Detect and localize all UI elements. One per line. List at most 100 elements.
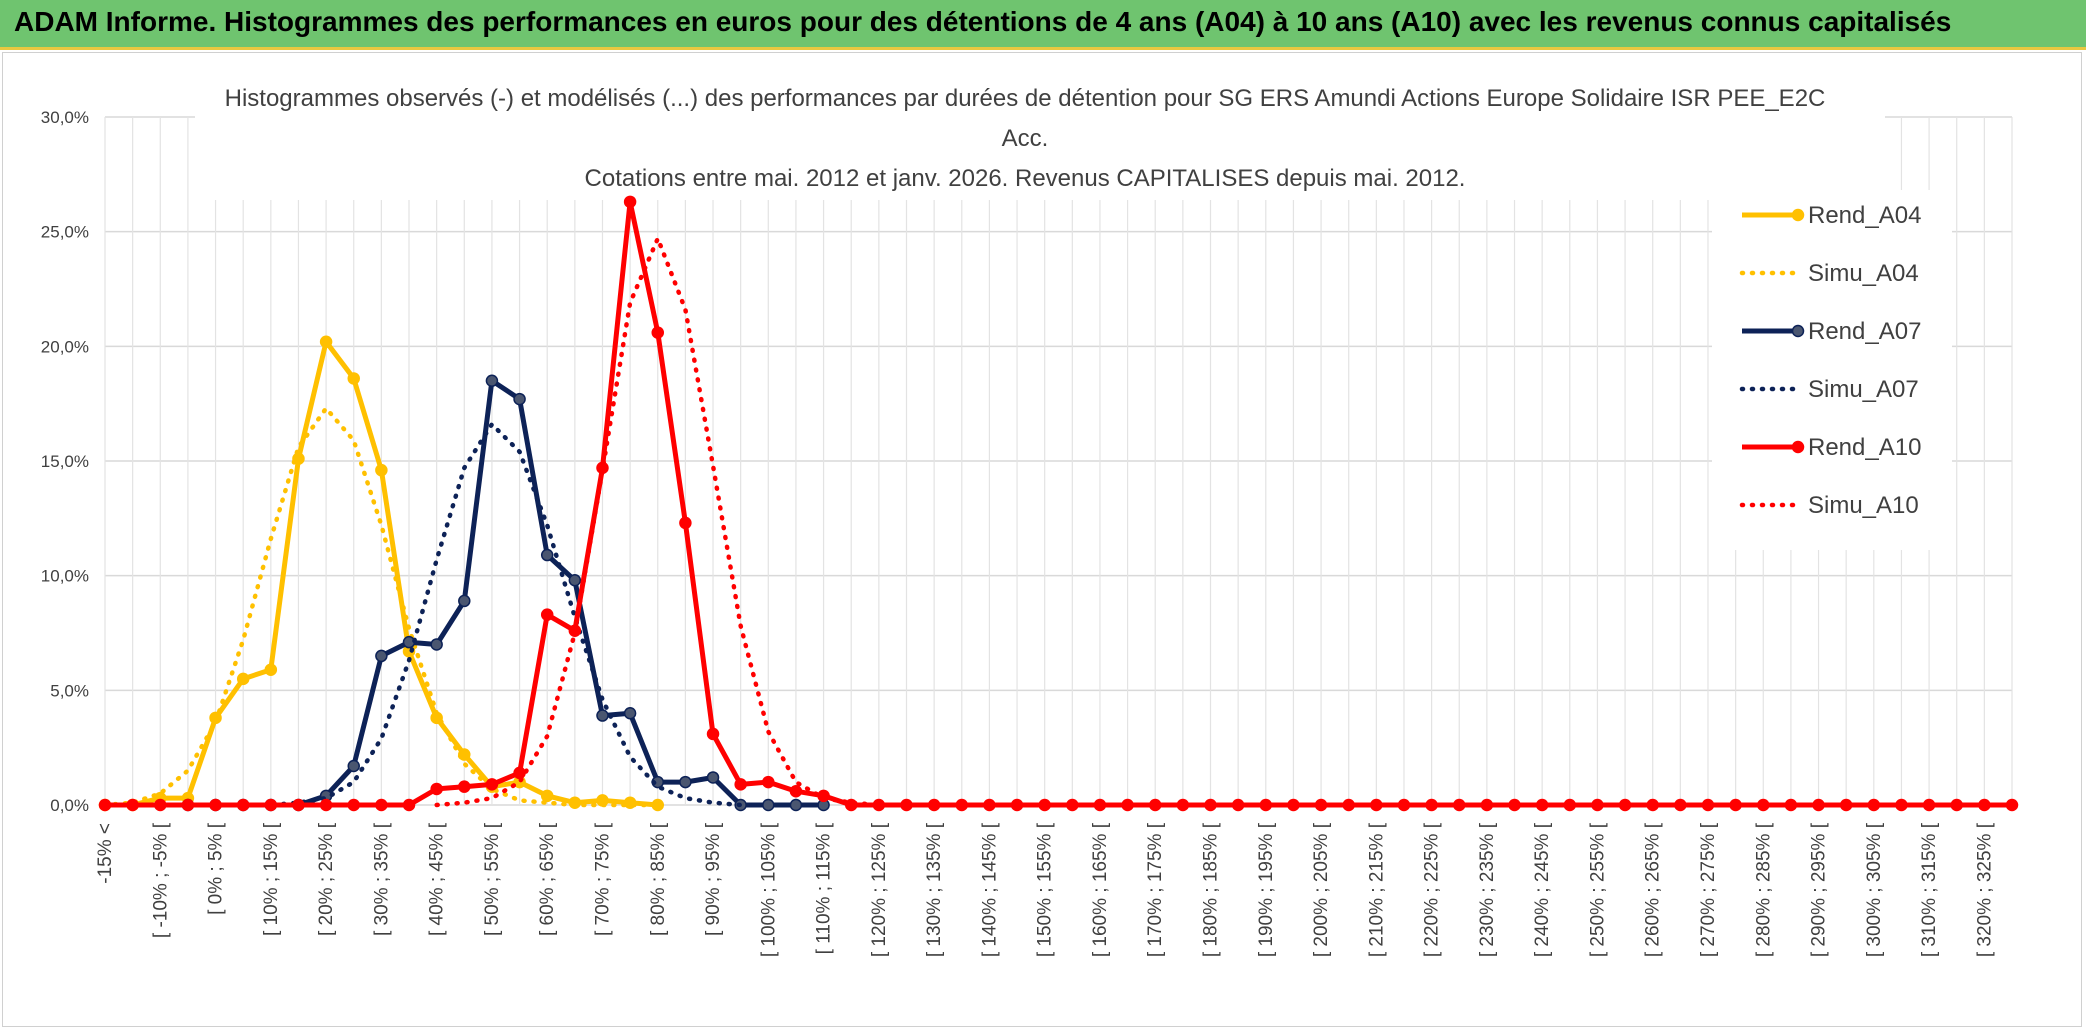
data-point-rend_a10 — [651, 326, 665, 339]
data-point-rend_a10 — [1010, 798, 1024, 812]
data-point-rend_a07 — [762, 798, 775, 812]
data-point-rend_a10 — [540, 608, 554, 621]
y-tick-label: 10,0% — [41, 567, 89, 586]
x-tick-label: [ 180% ; 185% [ — [1201, 822, 1222, 957]
data-point-rend_a07 — [679, 775, 692, 789]
x-tick-label: [ 170% ; 175% [ — [1145, 822, 1166, 957]
data-point-rend_a04 — [236, 672, 250, 686]
data-point-rend_a10 — [1342, 798, 1355, 812]
data-point-rend_a10 — [292, 798, 305, 812]
data-point-rend_a10 — [1618, 798, 1632, 812]
header-banner: ADAM Informe. Histogrammes des performan… — [0, 0, 2086, 50]
data-point-rend_a07 — [568, 574, 582, 587]
series-line-rend_a10 — [105, 199, 2012, 808]
data-point-rend_a10 — [375, 798, 388, 812]
data-point-rend_a10 — [983, 798, 996, 812]
x-tick-label: [ 70% ; 75% [ — [592, 822, 613, 936]
x-tick-label: [ 60% ; 65% [ — [537, 822, 558, 936]
data-point-rend_a10 — [1259, 798, 1273, 812]
data-point-rend_a10 — [1204, 798, 1217, 812]
data-point-rend_a10 — [1978, 798, 1991, 812]
data-point-rend_a10 — [1591, 798, 1604, 812]
data-point-rend_a10 — [1839, 798, 1853, 812]
chart-title-line: Acc. — [1002, 125, 1049, 152]
legend-label: Simu_A07 — [1808, 376, 1919, 403]
data-point-rend_a04 — [319, 335, 333, 348]
data-point-rend_a10 — [734, 778, 747, 791]
data-point-rend_a10 — [1812, 798, 1825, 812]
data-point-rend_a10 — [126, 798, 139, 812]
data-point-rend_a10 — [1231, 798, 1245, 812]
x-tick-label: [ 310% ; 315% [ — [1919, 822, 1940, 957]
data-point-rend_a10 — [1314, 798, 1328, 812]
series-line-simu_a10 — [434, 236, 882, 808]
x-tick-label: [ 320% ; 325% [ — [1974, 822, 1995, 957]
data-point-rend_a10 — [1646, 798, 1659, 812]
data-point-rend_a10 — [1895, 798, 1908, 812]
data-point-rend_a04 — [264, 663, 278, 676]
x-tick-label: [ 220% ; 225% [ — [1422, 822, 1443, 957]
data-point-rend_a10 — [900, 798, 913, 812]
data-point-rend_a10 — [1066, 798, 1079, 812]
data-point-rend_a07 — [596, 709, 609, 722]
data-point-rend_a07 — [347, 759, 360, 773]
x-tick-label: [ 270% ; 275% [ — [1698, 822, 1719, 957]
data-point-rend_a10 — [154, 798, 167, 812]
data-point-rend_a10 — [1867, 798, 1881, 812]
x-tick-label: [ 250% ; 255% [ — [1587, 822, 1608, 957]
series-line-simu_a07 — [240, 422, 771, 808]
data-point-rend_a10 — [236, 798, 250, 812]
x-tick-label: [ 260% ; 265% [ — [1643, 822, 1664, 957]
data-point-rend_a10 — [1121, 798, 1134, 812]
legend-marker — [1791, 208, 1805, 222]
data-point-rend_a07 — [623, 707, 637, 720]
data-point-rend_a07 — [485, 374, 499, 387]
data-point-rend_a10 — [347, 798, 360, 812]
legend-marker — [1791, 324, 1805, 338]
data-point-rend_a10 — [513, 766, 526, 780]
x-tick-label: [ 140% ; 145% [ — [979, 822, 1000, 957]
data-point-rend_a10 — [623, 195, 637, 209]
x-tick-label: [ -10% ; -5% [ — [150, 822, 171, 938]
series-line-simu_a04 — [102, 406, 661, 808]
x-tick-label: [ 40% ; 45% [ — [427, 822, 448, 936]
data-point-rend_a04 — [540, 789, 554, 803]
data-point-rend_a10 — [1950, 798, 1963, 812]
data-point-rend_a10 — [181, 798, 195, 812]
data-point-rend_a10 — [1093, 798, 1107, 812]
y-tick-label: 20,0% — [41, 337, 89, 356]
data-point-rend_a07 — [513, 392, 526, 406]
x-tick-label: [ 30% ; 35% [ — [371, 822, 392, 936]
chart-title-line: Cotations entre mai. 2012 et janv. 2026.… — [585, 165, 1466, 192]
x-tick-label: [ 130% ; 135% [ — [924, 822, 945, 957]
x-tick-label: [ 50% ; 55% [ — [482, 822, 503, 936]
data-point-rend_a07 — [540, 548, 554, 562]
data-point-rend_a10 — [927, 798, 941, 812]
legend-marker — [1791, 440, 1805, 454]
data-point-rend_a10 — [98, 798, 112, 812]
data-point-rend_a10 — [209, 798, 222, 812]
x-tick-label: [ 10% ; 15% [ — [261, 822, 282, 936]
chart-title-backdrop — [195, 74, 1885, 200]
legend-backdrop — [1712, 190, 1952, 550]
legend-label: Simu_A04 — [1808, 260, 1919, 287]
x-tick-label: [ 190% ; 195% [ — [1256, 822, 1277, 957]
data-point-rend_a04 — [375, 463, 388, 477]
data-point-rend_a10 — [1425, 798, 1438, 812]
legend-label: Rend_A10 — [1808, 434, 1921, 461]
page-title: ADAM Informe. Histogrammes des performan… — [14, 6, 1952, 37]
x-tick-label: [ 230% ; 235% [ — [1477, 822, 1498, 957]
y-tick-label: 30,0% — [41, 108, 89, 127]
x-tick-label: -15% < — [95, 823, 116, 884]
x-tick-label: [ 0% ; 5% [ — [206, 822, 227, 915]
x-tick-label: [ 100% ; 105% [ — [758, 822, 779, 957]
x-tick-label: [ 280% ; 285% [ — [1753, 822, 1774, 957]
data-point-rend_a10 — [2005, 798, 2019, 812]
data-point-rend_a10 — [458, 780, 471, 793]
x-tick-label: [ 20% ; 25% [ — [316, 822, 337, 936]
data-point-rend_a10 — [1535, 798, 1549, 812]
data-point-rend_a10 — [430, 782, 443, 796]
chart-frame — [2, 52, 2082, 1027]
y-tick-label: 5,0% — [50, 681, 89, 700]
